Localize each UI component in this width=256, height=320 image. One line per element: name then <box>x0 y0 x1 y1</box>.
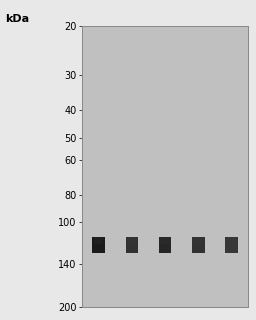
Text: kDa: kDa <box>5 14 29 24</box>
